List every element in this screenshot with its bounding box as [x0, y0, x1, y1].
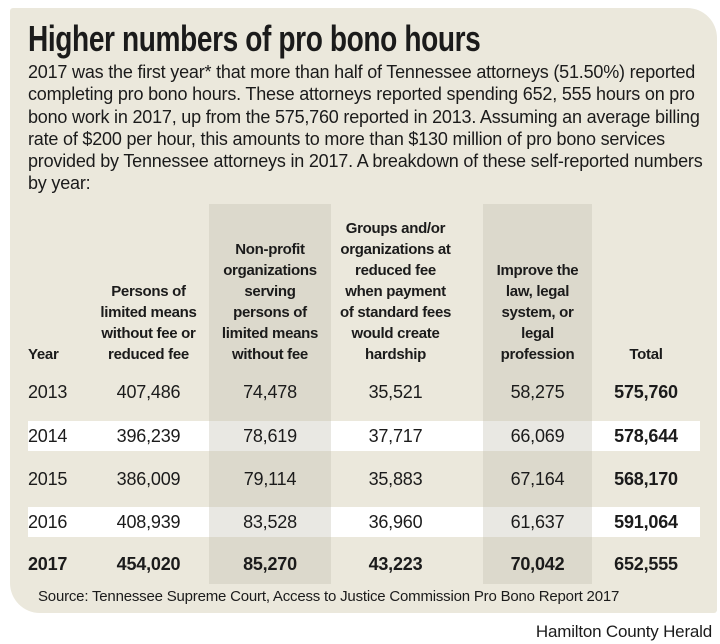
total-cell: 575,760	[614, 381, 678, 402]
table-row-2017: 2017 454,020 85,270 43,223 70,042 652,55…	[28, 544, 700, 584]
infographic-card: Higher numbers of pro bono hours 2017 wa…	[10, 8, 717, 613]
value-cell: 36,960	[368, 511, 423, 532]
table-header-row: Year Persons of limited means without fe…	[28, 204, 700, 370]
header-persons-limited-means: Persons of limited means without fee or …	[100, 283, 197, 363]
value-cell: 78,619	[209, 414, 331, 458]
header-year: Year	[28, 346, 59, 363]
value-cell: 396,239	[116, 425, 181, 446]
total-cell: 568,170	[614, 468, 678, 489]
value-cell: 35,883	[368, 468, 423, 489]
header-nonprofit-orgs: Non-profit organizations serving persons…	[209, 204, 331, 370]
total-cell: 652,555	[614, 553, 678, 574]
value-cell: 85,270	[209, 544, 331, 584]
table-row-2015: 2015 386,009 79,114 35,883 67,164 568,17…	[28, 458, 700, 500]
header-improve-law: Improve the law, legal system, or legal …	[483, 204, 592, 370]
year-cell: 2016	[28, 511, 68, 532]
year-cell: 2013	[28, 381, 68, 402]
value-cell: 70,042	[483, 544, 592, 584]
header-total: Total	[629, 346, 663, 363]
year-cell: 2014	[28, 425, 68, 446]
value-cell: 35,521	[368, 381, 423, 402]
intro-paragraph: 2017 was the first year* that more than …	[28, 62, 703, 194]
header-groups-orgs: Groups and/or organizations at reduced f…	[339, 220, 452, 363]
value-cell: 37,717	[368, 425, 423, 446]
value-cell: 58,275	[483, 370, 592, 414]
table-row-2014: 2014 396,239 78,619 37,717 66,069 578,64…	[28, 414, 700, 458]
value-cell: 407,486	[116, 381, 181, 402]
value-cell: 386,009	[116, 468, 181, 489]
value-cell: 408,939	[116, 511, 181, 532]
year-cell: 2015	[28, 468, 68, 489]
value-cell: 79,114	[209, 458, 331, 500]
source-line: Source: Tennessee Supreme Court, Access …	[38, 588, 620, 605]
publication-credit: Hamilton County Herald	[535, 622, 712, 641]
value-cell: 454,020	[116, 553, 181, 574]
table-row-2013: 2013 407,486 74,478 35,521 58,275 575,76…	[28, 370, 700, 414]
value-cell: 66,069	[483, 414, 592, 458]
total-cell: 578,644	[614, 425, 678, 446]
value-cell: 61,637	[483, 500, 592, 544]
total-cell: 591,064	[614, 511, 678, 532]
value-cell: 74,478	[209, 370, 331, 414]
table-row-2016: 2016 408,939 83,528 36,960 61,637 591,06…	[28, 500, 700, 544]
value-cell: 43,223	[368, 553, 423, 574]
page-title: Higher numbers of pro bono hours	[28, 18, 481, 59]
year-cell: 2017	[28, 553, 68, 574]
value-cell: 67,164	[483, 458, 592, 500]
pro-bono-table: Year Persons of limited means without fe…	[28, 204, 700, 584]
value-cell: 83,528	[209, 500, 331, 544]
